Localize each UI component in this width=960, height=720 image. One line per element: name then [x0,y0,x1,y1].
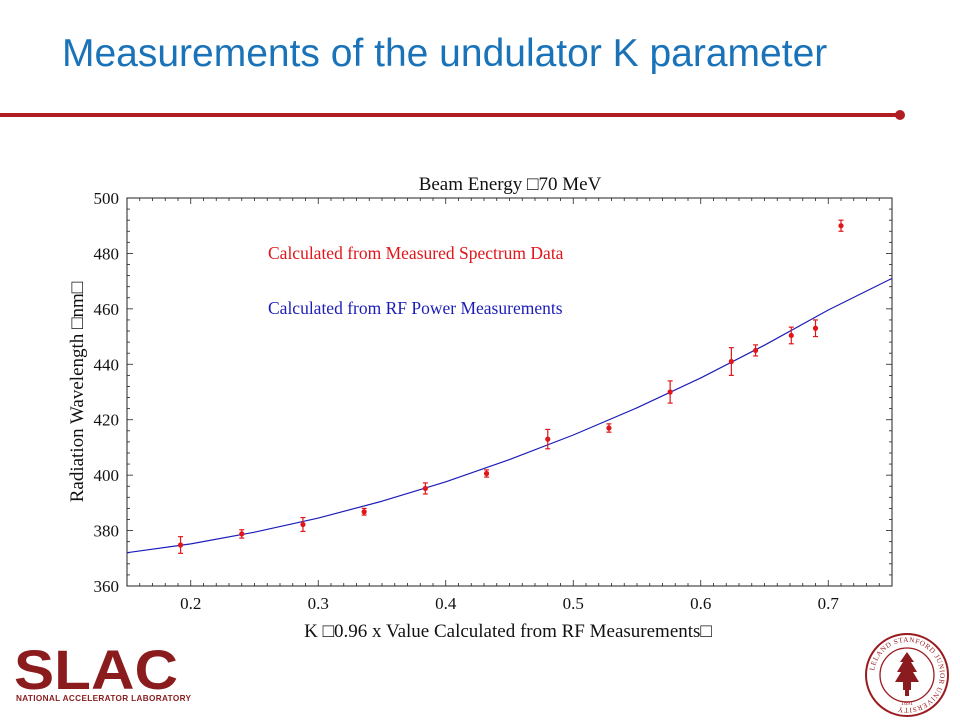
data-point [752,347,759,354]
y-tick-label: 400 [94,466,120,485]
data-point [300,521,306,528]
y-tick-label: 460 [94,300,120,319]
y-tick-label: 380 [94,522,120,541]
chart-title: Beam Energy □70 MeV [419,174,602,195]
x-axis-label: K □0.96 x Value Calculated from RF Measu… [304,621,712,642]
x-tick-label: 0.6 [690,594,711,613]
slac-subtitle: NATIONAL ACCELERATOR LABORATORY [16,694,192,703]
data-point [545,436,551,442]
chart: 0.2 0.3 0.4 0.5 0.6 0.7 360 380 400 420 440 460 480 5… [67,174,893,642]
seal-year: 1891 [901,701,913,707]
x-tick-label: 0.5 [563,594,584,613]
data-point [838,223,844,229]
title-divider-dot [895,110,905,120]
slac-logo: SLAC NATIONAL ACCELERATOR LABORATORY [14,644,191,710]
y-axis-label: Radiation Wavelength □nm□ [67,281,88,502]
stanford-seal-icon: LELAND STANFORD JUNIOR UNIVERSITY 1891 [865,633,949,717]
data-point [361,509,367,515]
chart-layer: 0.2 0.3 0.4 0.5 0.6 0.7 360 380 400 420 440 460 480 5… [67,174,893,642]
y-tick-label: 480 [94,244,120,263]
data-point [728,358,734,365]
y-tick-label: 360 [94,577,120,596]
title-divider [0,110,905,120]
slac-wordmark: SLAC [14,644,178,694]
slac-wordmark-text: SLAC [14,644,178,694]
slide-title: Measurements of the undulator K paramete… [62,32,828,75]
fit-curve [126,277,893,554]
y-tick-label: 440 [94,355,120,374]
data-point [788,332,794,339]
data-point [812,325,819,331]
data-point [667,389,673,395]
data-point [422,485,428,492]
data-point [177,542,184,548]
annotation-rf: Calculated from RF Power Measurements [268,298,563,318]
x-tick-label: 0.3 [308,594,329,613]
tree-icon [895,652,919,696]
data-point [606,425,612,431]
x-tick-label: 0.7 [818,594,840,613]
x-tick-label: 0.2 [180,594,201,613]
data-point [239,531,245,537]
y-tick-label: 420 [94,411,120,430]
annotation-measured: Calculated from Measured Spectrum Data [268,243,564,263]
data-point [483,470,490,477]
x-tick-label: 0.4 [435,594,457,613]
y-tick-label: 500 [94,189,120,208]
